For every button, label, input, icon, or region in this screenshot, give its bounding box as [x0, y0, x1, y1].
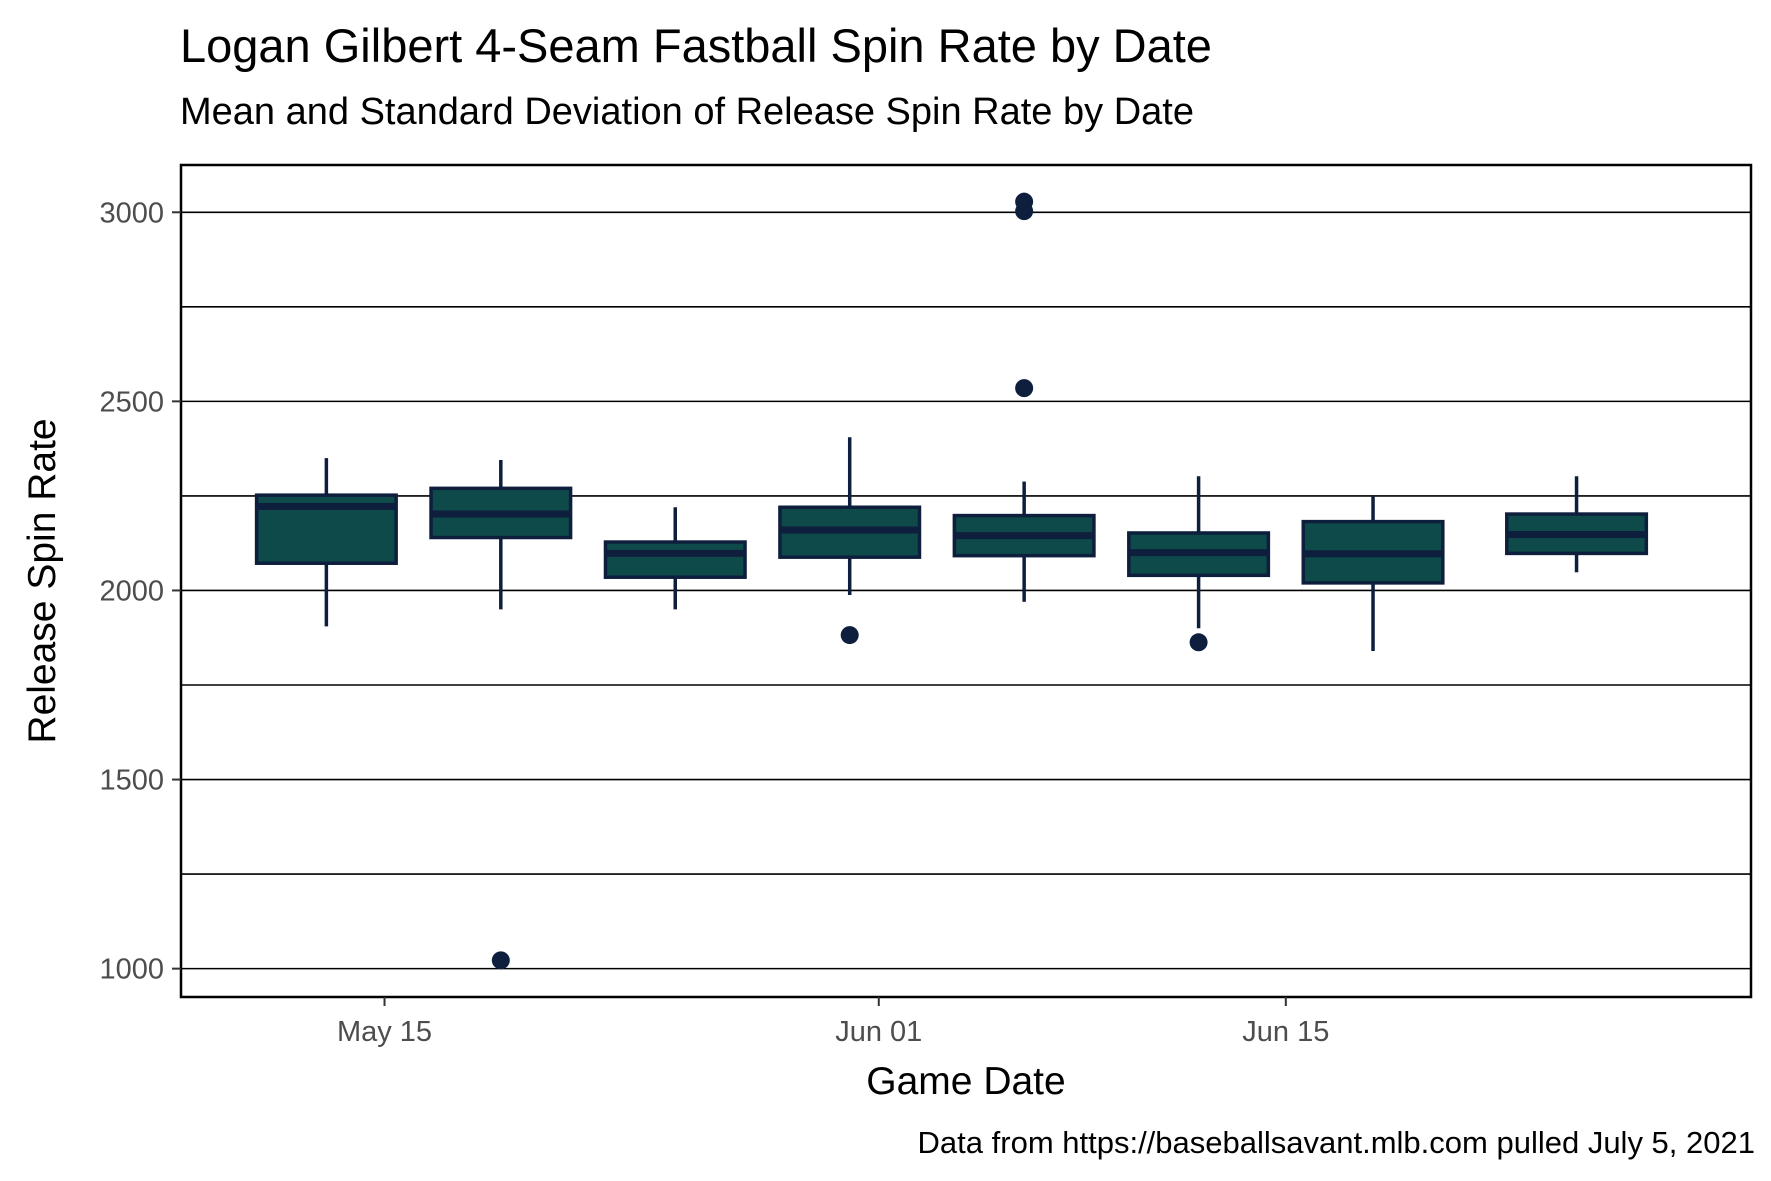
box-group	[254, 458, 398, 627]
y-tick-label: 2500	[99, 386, 164, 418]
axes: 1000 1500 2000 2500 3000 May 15 Jun 01 Jun 15	[99, 197, 1329, 1048]
y-tick-label: 3000	[99, 197, 164, 229]
x-tick-label: Jun 15	[1242, 1016, 1329, 1048]
box-group	[1127, 476, 1271, 629]
box-group	[603, 507, 747, 610]
y-tick-label: 2000	[99, 575, 164, 607]
y-tick-label: 1000	[99, 954, 164, 986]
boxes	[254, 437, 1649, 651]
box-group	[1301, 496, 1445, 651]
plot-panel-border	[179, 163, 1753, 999]
box-group	[952, 481, 1096, 602]
x-tick-label: Jun 01	[835, 1016, 922, 1048]
x-tick-label: May 15	[337, 1016, 432, 1048]
x-axis-title: Game Date	[866, 1060, 1065, 1103]
outlier-point	[491, 951, 510, 970]
outlier-point	[840, 626, 859, 645]
box-iqr	[603, 540, 747, 579]
outlier-point	[1015, 192, 1034, 211]
box-group	[778, 437, 922, 595]
grid-lines	[181, 211, 1751, 970]
outlier-points	[491, 192, 1208, 970]
chart-subtitle: Mean and Standard Deviation of Release S…	[180, 91, 1194, 133]
box-group	[429, 459, 573, 610]
chart-caption: Data from https://baseballsavant.mlb.com…	[917, 1125, 1755, 1160]
y-axis-title: Release Spin Rate	[21, 418, 64, 743]
outlier-point	[1015, 379, 1034, 398]
y-tick-label: 1500	[99, 765, 164, 797]
chart-title: Logan Gilbert 4-Seam Fastball Spin Rate …	[180, 19, 1212, 72]
box-group	[1505, 476, 1649, 573]
outlier-point	[1189, 633, 1208, 652]
